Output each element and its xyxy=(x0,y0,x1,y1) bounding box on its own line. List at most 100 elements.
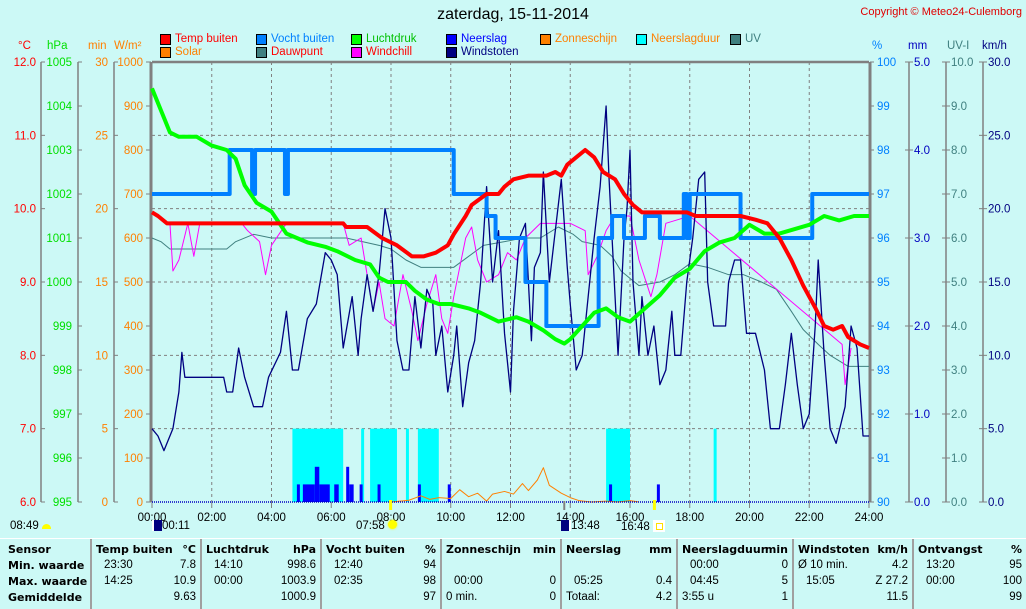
stats-header-unit: hPa xyxy=(292,543,316,556)
legend-swatch xyxy=(540,33,551,45)
stats-time: 04:45 xyxy=(690,575,719,587)
axis-tick-label: 10.0 xyxy=(951,57,973,69)
axis-tick-label: 90 xyxy=(877,497,890,509)
axis-tick-label: 3.0 xyxy=(914,233,930,245)
legend-item-windstoten: Windstoten xyxy=(446,46,519,58)
legend-label: UV xyxy=(745,33,761,45)
x-tick-label: 16:00 xyxy=(616,512,645,524)
x-tick-label: 20:00 xyxy=(735,512,764,524)
legend-swatch xyxy=(446,33,457,45)
axis-tick-label: 4.0 xyxy=(914,145,930,157)
bar-neerslag xyxy=(417,484,421,502)
axis-tick-label: 5.0 xyxy=(951,277,967,289)
series-line-luchtdruk xyxy=(150,87,869,346)
stats-time: 23:30 xyxy=(104,559,133,571)
stats-cell-row: Gemiddelde xyxy=(0,591,90,607)
legend-label: Luchtdruk xyxy=(366,33,417,45)
stats-value: 1000.9 xyxy=(280,591,316,603)
x-tick-label: 12:00 xyxy=(496,512,525,524)
series-line-vocht-buiten xyxy=(152,148,869,328)
stats-cell-row: 97 xyxy=(320,591,440,607)
stats-column-windstoten: Windstoten km/h Ø 10 min. 4.2 15:05 Z 27.2 11.… xyxy=(792,539,912,609)
bar-neerslag xyxy=(314,466,320,502)
stats-header: Neerslag mm xyxy=(560,543,676,559)
axis-tick-label: 0 xyxy=(137,497,143,509)
axis-unit: hPa xyxy=(47,40,68,52)
axis-tick-label: 200 xyxy=(124,409,143,421)
bar-neerslag xyxy=(349,484,354,502)
stats-value: 99 xyxy=(1009,591,1022,603)
axis-tick-label: 5.0 xyxy=(914,57,930,69)
stats-cell-row: 12:40 94 xyxy=(320,559,440,575)
stats-value: 95 xyxy=(1009,559,1022,571)
sunset-label: 16:48 xyxy=(621,520,665,533)
sunrise-value: 07:58 xyxy=(356,520,385,532)
axis-tick-label: 0.0 xyxy=(988,497,1004,509)
stats-header-label: Neerslag xyxy=(566,543,622,556)
stats-cell-row: Max. waarde xyxy=(0,575,90,591)
axis-tick-label: 7.0 xyxy=(951,189,967,201)
moonrise-label: 00:11 xyxy=(152,520,190,532)
legend-label: Neerslag xyxy=(461,33,508,45)
stats-header: Luchtdruk hPa xyxy=(200,543,320,559)
axis-tick-label: 998 xyxy=(53,365,72,377)
stats-row-label: Gemiddelde xyxy=(8,591,83,604)
chart-title: zaterdag, 15-11-2014 xyxy=(437,6,589,23)
stats-header-label: Windstoten xyxy=(798,543,870,556)
sun-small-icon xyxy=(41,524,51,529)
bar-neerslag xyxy=(609,484,613,502)
axis-unit: min xyxy=(88,40,107,52)
stats-header: Neerslagduur min xyxy=(676,543,792,559)
axis-tick-label: 600 xyxy=(124,233,143,245)
stats-column-vocht-buiten: Vocht buiten% 12:40 94 02:35 98 97 xyxy=(320,539,440,609)
stats-cell-row: 05:25 0.4 xyxy=(560,575,676,591)
stats-time: 14:10 xyxy=(214,559,243,571)
axis-tick-label: 93 xyxy=(877,365,890,377)
axis-tick-label: 0 xyxy=(102,497,108,509)
stats-value: 94 xyxy=(423,559,436,571)
axis-tick-label: 30 xyxy=(95,57,108,69)
axis-tick-label: 1005 xyxy=(46,57,72,69)
stats-value: 1003.9 xyxy=(280,575,316,587)
stats-time: 14:25 xyxy=(104,575,133,587)
stats-header-label: Zonneschijn xyxy=(446,543,521,556)
moonset-icon xyxy=(561,520,571,531)
stats-value: 11.5 xyxy=(886,591,908,603)
legend-swatch xyxy=(351,33,362,45)
axis-tick-label: 15.0 xyxy=(988,277,1010,289)
stats-cell-row: Min. waarde xyxy=(0,559,90,575)
series-line-windchill xyxy=(169,215,852,386)
stats-time: Ø 10 min. xyxy=(798,559,848,571)
axis-unit: km/h xyxy=(982,40,1007,52)
bar-neerslag xyxy=(319,484,330,502)
axis-tick-label: 11.0 xyxy=(14,130,36,142)
axis-tick-label: 800 xyxy=(124,145,143,157)
legend-label: Windstoten xyxy=(461,46,519,58)
bar-neerslagduur xyxy=(417,428,439,502)
stats-time: 3:55 u xyxy=(682,591,714,603)
stats-time: 00:00 xyxy=(690,559,719,571)
stats-cell-row: 1000.9 xyxy=(200,591,320,607)
stats-column-neerslag: Neerslag mm 05:25 0.4 Totaal: 4.2 xyxy=(560,539,676,609)
axis-tick-label: 98 xyxy=(877,145,890,157)
stats-value: 4.2 xyxy=(656,591,672,603)
bar-neerslag xyxy=(656,484,660,502)
axis-tick-label: 300 xyxy=(124,365,143,377)
stats-time: Totaal: xyxy=(566,591,600,603)
bar-neerslagduur xyxy=(606,428,630,502)
axis-tick-label: 700 xyxy=(124,189,143,201)
axis-unit: mm xyxy=(908,40,928,52)
stats-column-ontvangst: Ontvangst% 13:20 95 00:00 100 99 xyxy=(912,539,1026,609)
axis-tick-label: 92 xyxy=(877,409,890,421)
legend-swatch xyxy=(351,46,362,58)
bar-neerslag xyxy=(334,484,339,502)
stats-cell-row xyxy=(440,559,560,575)
legend-item-windchill: Windchill xyxy=(351,46,412,58)
stats-value: 0.4 xyxy=(656,575,672,587)
legend-swatch xyxy=(446,46,457,58)
axis-tick-label: 9.0 xyxy=(20,277,36,289)
stats-time: 12:40 xyxy=(334,559,363,571)
sunset-marker xyxy=(652,500,656,510)
stats-header-unit: °C xyxy=(182,543,196,556)
